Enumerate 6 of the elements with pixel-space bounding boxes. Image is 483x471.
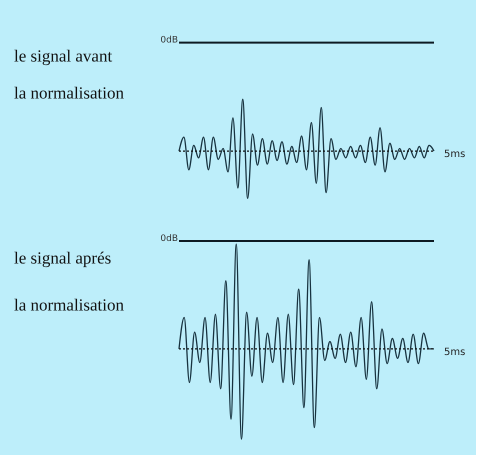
chart-title: le signal avant la normalisation [14,46,124,102]
chart-title: le signal aprés la normalisation [14,248,124,314]
text: 5ms [444,149,466,160]
ref-line-label: 0dB [160,36,178,46]
text: 5ms [444,346,466,358]
ref-line-label: 0dB [160,234,178,244]
